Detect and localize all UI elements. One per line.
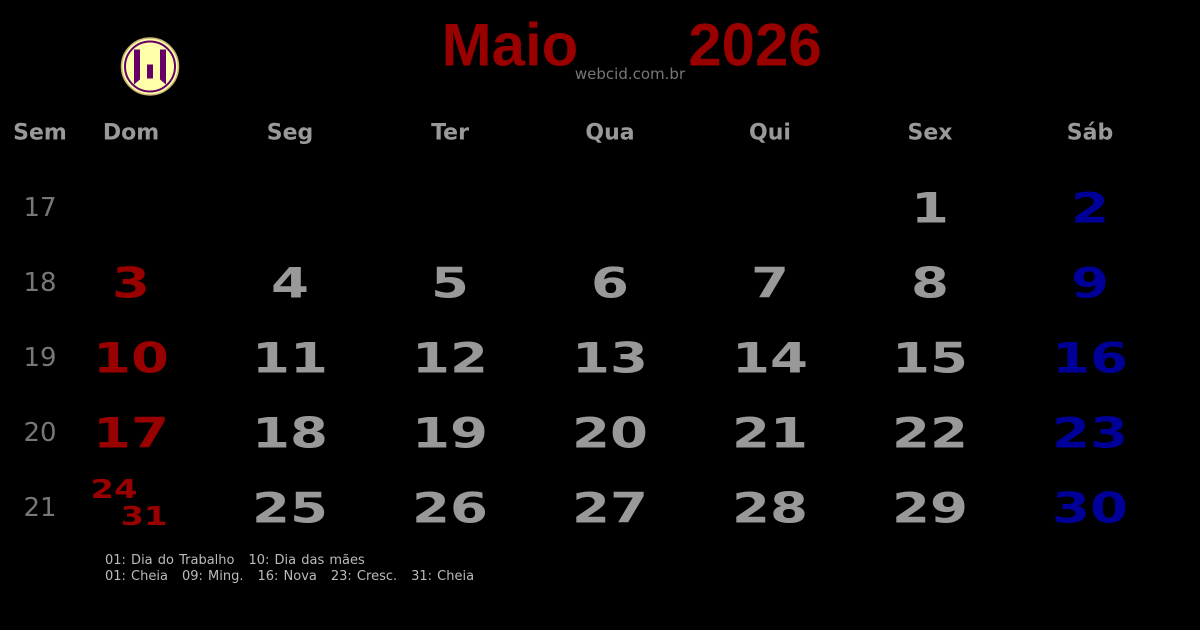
- day-cell[interactable]: 21: [732, 408, 808, 458]
- day-cell[interactable]: 24: [90, 475, 138, 505]
- week-number: 21: [23, 493, 57, 523]
- day-cell[interactable]: 4: [270, 258, 310, 308]
- moon-phase-item: 01: Cheia: [105, 569, 168, 584]
- day-cell[interactable]: 18: [252, 408, 328, 458]
- column-header-4: Qua: [585, 120, 635, 146]
- holiday-item: 01: Dia do Trabalho: [105, 553, 235, 568]
- day-cell[interactable]: 19: [412, 408, 488, 458]
- month-title: Maio: [441, 11, 579, 79]
- day-cell[interactable]: 15: [892, 333, 968, 383]
- day-cell[interactable]: 11: [252, 333, 328, 383]
- day-cell[interactable]: 5: [430, 258, 470, 308]
- holidays-legend: 01: Dia do Trabalho 10: Dia das mães: [105, 553, 379, 568]
- moon-phase-item: 09: Ming.: [181, 569, 244, 584]
- day-cell[interactable]: 29: [892, 483, 968, 533]
- day-cell[interactable]: 22: [892, 408, 968, 458]
- column-header-0: Sem: [13, 120, 67, 146]
- day-cell: 31: [120, 502, 168, 532]
- moon-phase-item: 16: Nova: [257, 569, 317, 584]
- day-cell[interactable]: 14: [732, 333, 808, 383]
- day-cell[interactable]: 2: [1070, 183, 1110, 233]
- day-cell[interactable]: 12: [412, 333, 488, 383]
- day-cell[interactable]: 20: [572, 408, 648, 458]
- week-number: 17: [23, 193, 57, 223]
- column-header-1: Dom: [102, 120, 160, 146]
- day-cell[interactable]: 10: [93, 333, 169, 383]
- column-header-5: Qui: [749, 120, 791, 146]
- column-header-3: Ter: [431, 120, 469, 146]
- moon-phases-legend: 01: Cheia 09: Ming. 16: Nova 23: Cresc. 31: …: [105, 569, 488, 584]
- day-cell[interactable]: 1: [910, 183, 950, 233]
- day-cell[interactable]: 23: [1052, 408, 1128, 458]
- webcid-logo-icon: [120, 37, 180, 102]
- day-cell[interactable]: 9: [1070, 258, 1110, 308]
- day-cell[interactable]: 13: [572, 333, 648, 383]
- column-header-7: Sáb: [1066, 120, 1114, 146]
- day-cell[interactable]: 30: [1052, 483, 1128, 533]
- moon-phase-item: 31: Cheia: [411, 569, 475, 584]
- week-number: 19: [23, 343, 57, 373]
- day-cell[interactable]: 6: [590, 258, 630, 308]
- day-cell[interactable]: 8: [910, 258, 950, 308]
- column-header-2: Seg: [266, 120, 314, 146]
- week-number: 18: [23, 268, 57, 298]
- column-header-6: Sex: [907, 120, 953, 146]
- day-cell[interactable]: 17: [93, 408, 169, 458]
- moon-phase-item: 23: Cresc.: [330, 569, 398, 584]
- year-title: 2026: [688, 11, 822, 79]
- site-link[interactable]: webcid.com.br: [574, 65, 686, 83]
- day-cell[interactable]: 16: [1052, 333, 1128, 383]
- week-number: 20: [23, 418, 57, 448]
- day-cell[interactable]: 27: [572, 483, 648, 533]
- holiday-item: 10: Dia das mães: [248, 553, 365, 568]
- day-cell[interactable]: 25: [252, 483, 328, 533]
- day-cell[interactable]: 7: [750, 258, 790, 308]
- day-cell[interactable]: 26: [412, 483, 488, 533]
- day-cell[interactable]: 3: [111, 258, 151, 308]
- day-cell[interactable]: 28: [732, 483, 808, 533]
